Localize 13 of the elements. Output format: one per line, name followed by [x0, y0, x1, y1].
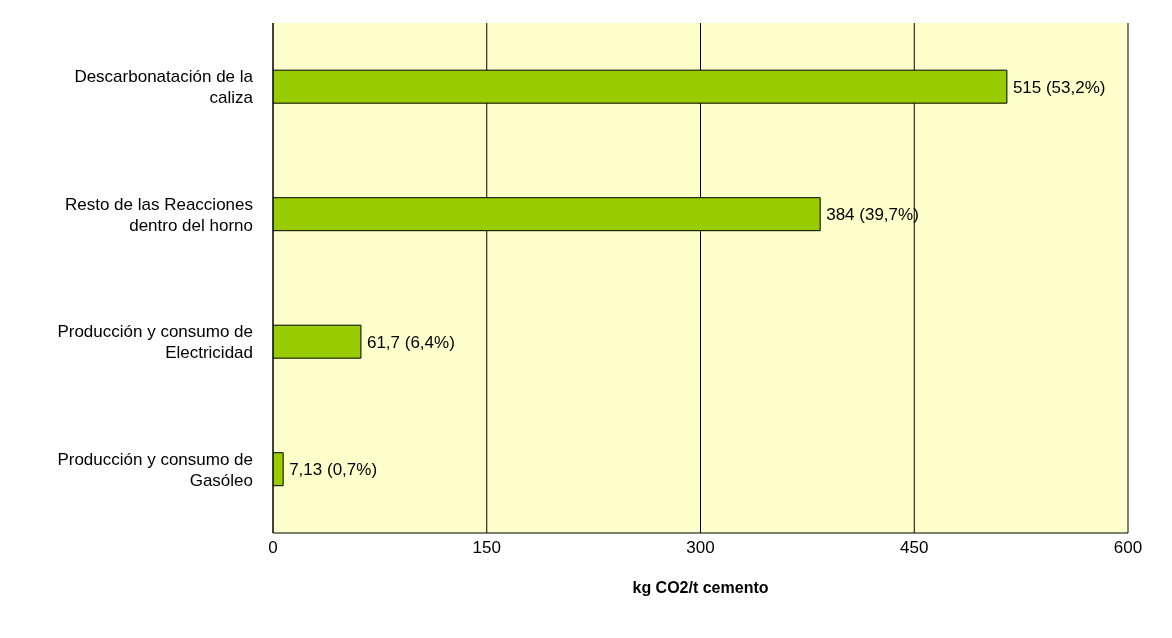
- x-tick-label: 300: [686, 538, 715, 558]
- y-tick-label: Producción y consumo de Electricidad: [57, 321, 253, 362]
- data-label: 61,7 (6,4%): [366, 332, 455, 352]
- x-tick-label: 450: [900, 538, 929, 558]
- y-tick-label: Descarbonatación de la caliza: [74, 66, 254, 107]
- x-tick-label: 150: [472, 538, 501, 558]
- x-tick-label: 0: [268, 538, 278, 558]
- y-tick-label: Resto de las Reacciones dentro del horno: [64, 194, 253, 235]
- x-tick-label: 600: [1113, 538, 1143, 558]
- data-label: 7,13 (0,7%): [289, 460, 378, 480]
- x-axis-title: kg CO2/t cemento: [632, 579, 769, 596]
- y-tick-label: Producción y consumo de Gasóleo: [57, 449, 253, 490]
- data-label: 515 (53,2%): [1012, 77, 1106, 97]
